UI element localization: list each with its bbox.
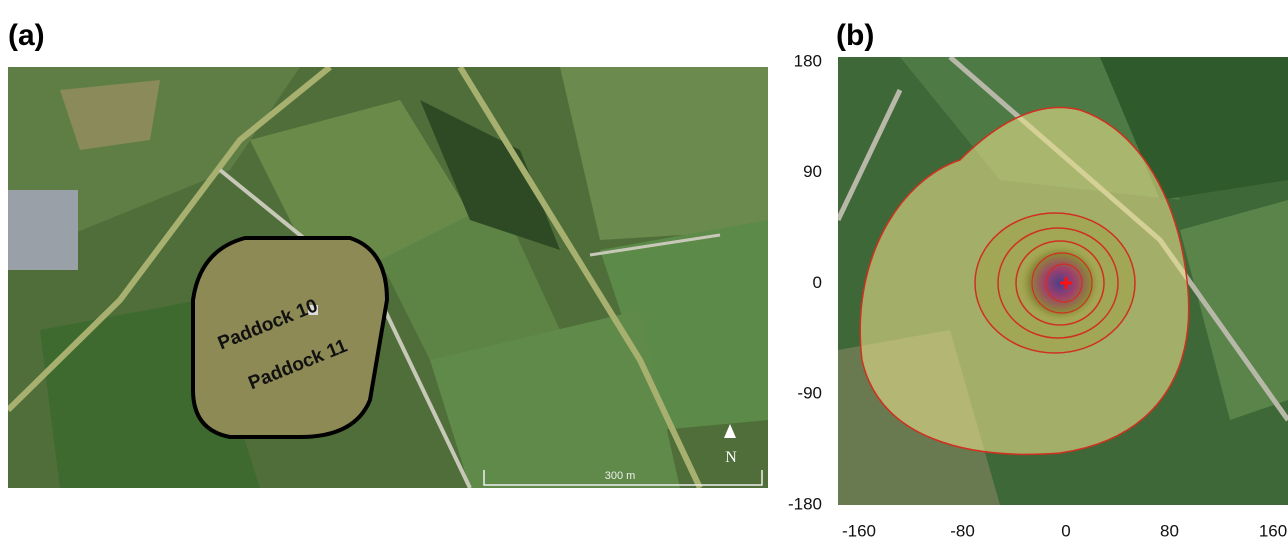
figure: (a) (b) Paddock 10 Paddock 11 300 m N: [0, 0, 1288, 545]
x-tick-label: -160: [842, 521, 876, 540]
x-tick-label: 80: [1160, 521, 1179, 540]
y-tick-label: 90: [803, 162, 822, 181]
x-tick-label: 160: [1259, 521, 1287, 540]
y-tick-label: 0: [813, 273, 822, 292]
satellite-image-b: [838, 57, 1288, 505]
satellite-image-a: Paddock 10 Paddock 11 300 m N: [8, 67, 768, 488]
north-label: N: [725, 449, 737, 466]
panel-label: (a): [8, 19, 45, 52]
page: {"panel_a": {"label": "(a)", "paddocks":…: [0, 0, 1288, 545]
panel-label: (b): [836, 19, 874, 52]
x-tick-label: -80: [950, 521, 975, 540]
y-tick-label: 180: [794, 51, 822, 70]
scale-label: 300 m: [605, 470, 636, 482]
y-tick-label: -180: [788, 494, 822, 513]
y-tick-label: -90: [797, 384, 822, 403]
x-tick-label: 0: [1061, 521, 1070, 540]
